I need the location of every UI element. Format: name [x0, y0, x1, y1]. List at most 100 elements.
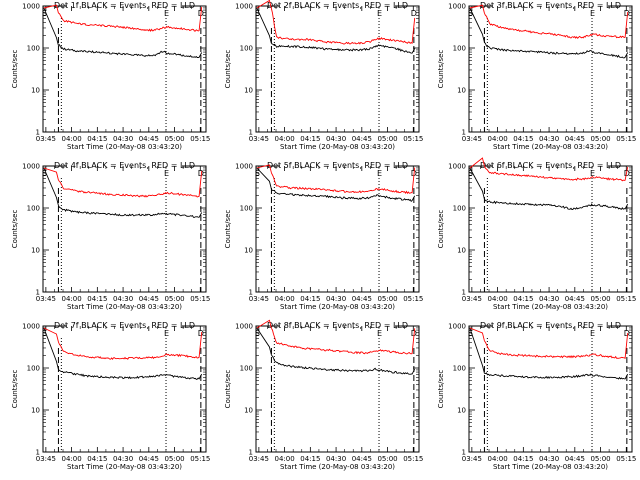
x-tick-label: 03:45: [249, 135, 269, 143]
chart-title: Det 1f BLACK = Events, RED = LLD: [54, 1, 195, 10]
plot-frame: [42, 5, 207, 133]
title-backdrop: [67, 161, 182, 170]
series-line-events: [484, 372, 629, 380]
series-line-onset: [256, 164, 272, 174]
x-tick-label: 05:00: [377, 135, 397, 143]
y-tick-label: 10: [244, 87, 253, 95]
chart-panel: Det 6f BLACK = Events, RED = LLD 1 10 100 10…: [437, 157, 636, 311]
title-backdrop: [67, 1, 182, 10]
x-tick-label: 05:15: [616, 295, 636, 303]
x-tick-label: 04:30: [539, 295, 559, 303]
y-axis-label: Counts/sec: [437, 370, 445, 409]
y-tick-label: 100: [240, 205, 253, 213]
series-line-onset: [256, 167, 272, 190]
x-axis-label: Start Time (20-May-08 03:43:20): [280, 463, 395, 471]
x-tick-label: 05:00: [164, 455, 184, 463]
x-tick-label: 04:45: [139, 135, 159, 143]
title-backdrop: [493, 161, 608, 170]
event-marker-e: E: [164, 329, 169, 338]
y-tick-label: 1000: [22, 3, 40, 11]
series-line-onset: [256, 327, 272, 356]
x-axis-label: Start Time (20-May-08 03:43:20): [67, 303, 182, 311]
series-line-lld: [58, 170, 203, 198]
y-tick-label: 1000: [22, 323, 40, 331]
series-line-events: [484, 42, 629, 59]
y-tick-label: 1000: [235, 323, 253, 331]
event-marker-e: E: [377, 9, 382, 18]
series-line-onset: [43, 327, 59, 370]
x-tick-label: 04:30: [539, 135, 559, 143]
x-tick-label: 05:15: [403, 455, 423, 463]
x-tick-label: 04:15: [300, 295, 320, 303]
chart-title: Det 2f BLACK = Events, RED = LLD: [267, 1, 408, 10]
y-tick-label: 10: [457, 87, 466, 95]
series-line-onset: [469, 4, 485, 14]
x-tick-label: 04:45: [565, 455, 585, 463]
y-axis-label: Counts/sec: [437, 210, 445, 249]
event-marker-s: S: [468, 169, 473, 178]
series-line-onset: [256, 0, 272, 9]
x-tick-label: 04:45: [352, 135, 372, 143]
plot-frame: [42, 325, 207, 453]
series-line-lld: [58, 6, 203, 33]
series-line-events: [484, 198, 629, 210]
x-tick-label: 05:00: [377, 295, 397, 303]
x-tick-label: 04:15: [513, 295, 533, 303]
event-marker-s: S: [468, 329, 473, 338]
series-line-onset: [43, 167, 59, 181]
chart-title: Det 5f BLACK = Events, RED = LLD: [267, 161, 408, 170]
x-axis-label: Start Time (20-May-08 03:43:20): [493, 463, 608, 471]
x-tick-label: 05:00: [164, 295, 184, 303]
y-tick-label: 1: [36, 449, 40, 457]
x-tick-label: 05:15: [190, 455, 210, 463]
event-marker-d: D: [624, 329, 630, 338]
event-marker-e: E: [590, 329, 595, 338]
plot-frame: [255, 5, 420, 133]
x-axis-label: Start Time (20-May-08 03:43:20): [280, 143, 395, 151]
series-line-lld: [271, 167, 416, 195]
series-line-onset: [469, 327, 485, 342]
y-axis-label: Counts/sec: [224, 50, 232, 89]
chart-panel: Det 7f BLACK = Events, RED = LLD 1 10 100 10…: [11, 321, 210, 471]
x-tick-label: 03:45: [36, 455, 56, 463]
x-tick-label: 04:30: [539, 455, 559, 463]
y-tick-label: 1000: [22, 163, 40, 171]
plot-frame: [468, 325, 633, 453]
y-axis-label: Counts/sec: [224, 370, 232, 409]
series-line-lld: [483, 11, 629, 39]
series-line-onset: [256, 319, 272, 329]
chart-panel: Det 1f BLACK = Events, RED = LLD 1 10 100 10…: [11, 1, 210, 151]
x-tick-label: 05:15: [190, 135, 210, 143]
y-tick-label: 10: [244, 407, 253, 415]
y-tick-label: 10: [457, 247, 466, 255]
x-tick-label: 05:00: [590, 455, 610, 463]
series-line-onset: [469, 157, 485, 169]
title-backdrop: [493, 1, 608, 10]
x-tick-label: 04:00: [275, 135, 295, 143]
y-axis-label: Counts/sec: [437, 50, 445, 89]
x-tick-label: 03:45: [249, 295, 269, 303]
x-tick-label: 04:45: [139, 295, 159, 303]
plot-frame: [255, 325, 420, 453]
x-tick-label: 04:00: [488, 455, 508, 463]
y-tick-label: 10: [31, 87, 40, 95]
event-marker-d: D: [198, 329, 204, 338]
y-tick-label: 100: [27, 205, 40, 213]
series-line-events: [58, 369, 203, 380]
y-tick-label: 100: [27, 45, 40, 53]
x-tick-label: 04:15: [300, 455, 320, 463]
x-tick-label: 05:00: [590, 135, 610, 143]
x-tick-label: 04:45: [139, 455, 159, 463]
x-tick-label: 04:00: [488, 295, 508, 303]
chart-panel: Det 5f BLACK = Events, RED = LLD 1 10 100 10…: [224, 161, 423, 311]
series-line-lld: [484, 332, 629, 360]
y-tick-label: 100: [453, 205, 466, 213]
y-tick-label: 1: [36, 129, 40, 137]
series-line-lld: [270, 8, 416, 45]
y-tick-label: 10: [31, 407, 40, 415]
event-marker-s: S: [468, 9, 473, 18]
x-tick-label: 04:15: [87, 455, 107, 463]
y-tick-label: 1000: [448, 323, 466, 331]
series-line-events: [271, 188, 416, 202]
